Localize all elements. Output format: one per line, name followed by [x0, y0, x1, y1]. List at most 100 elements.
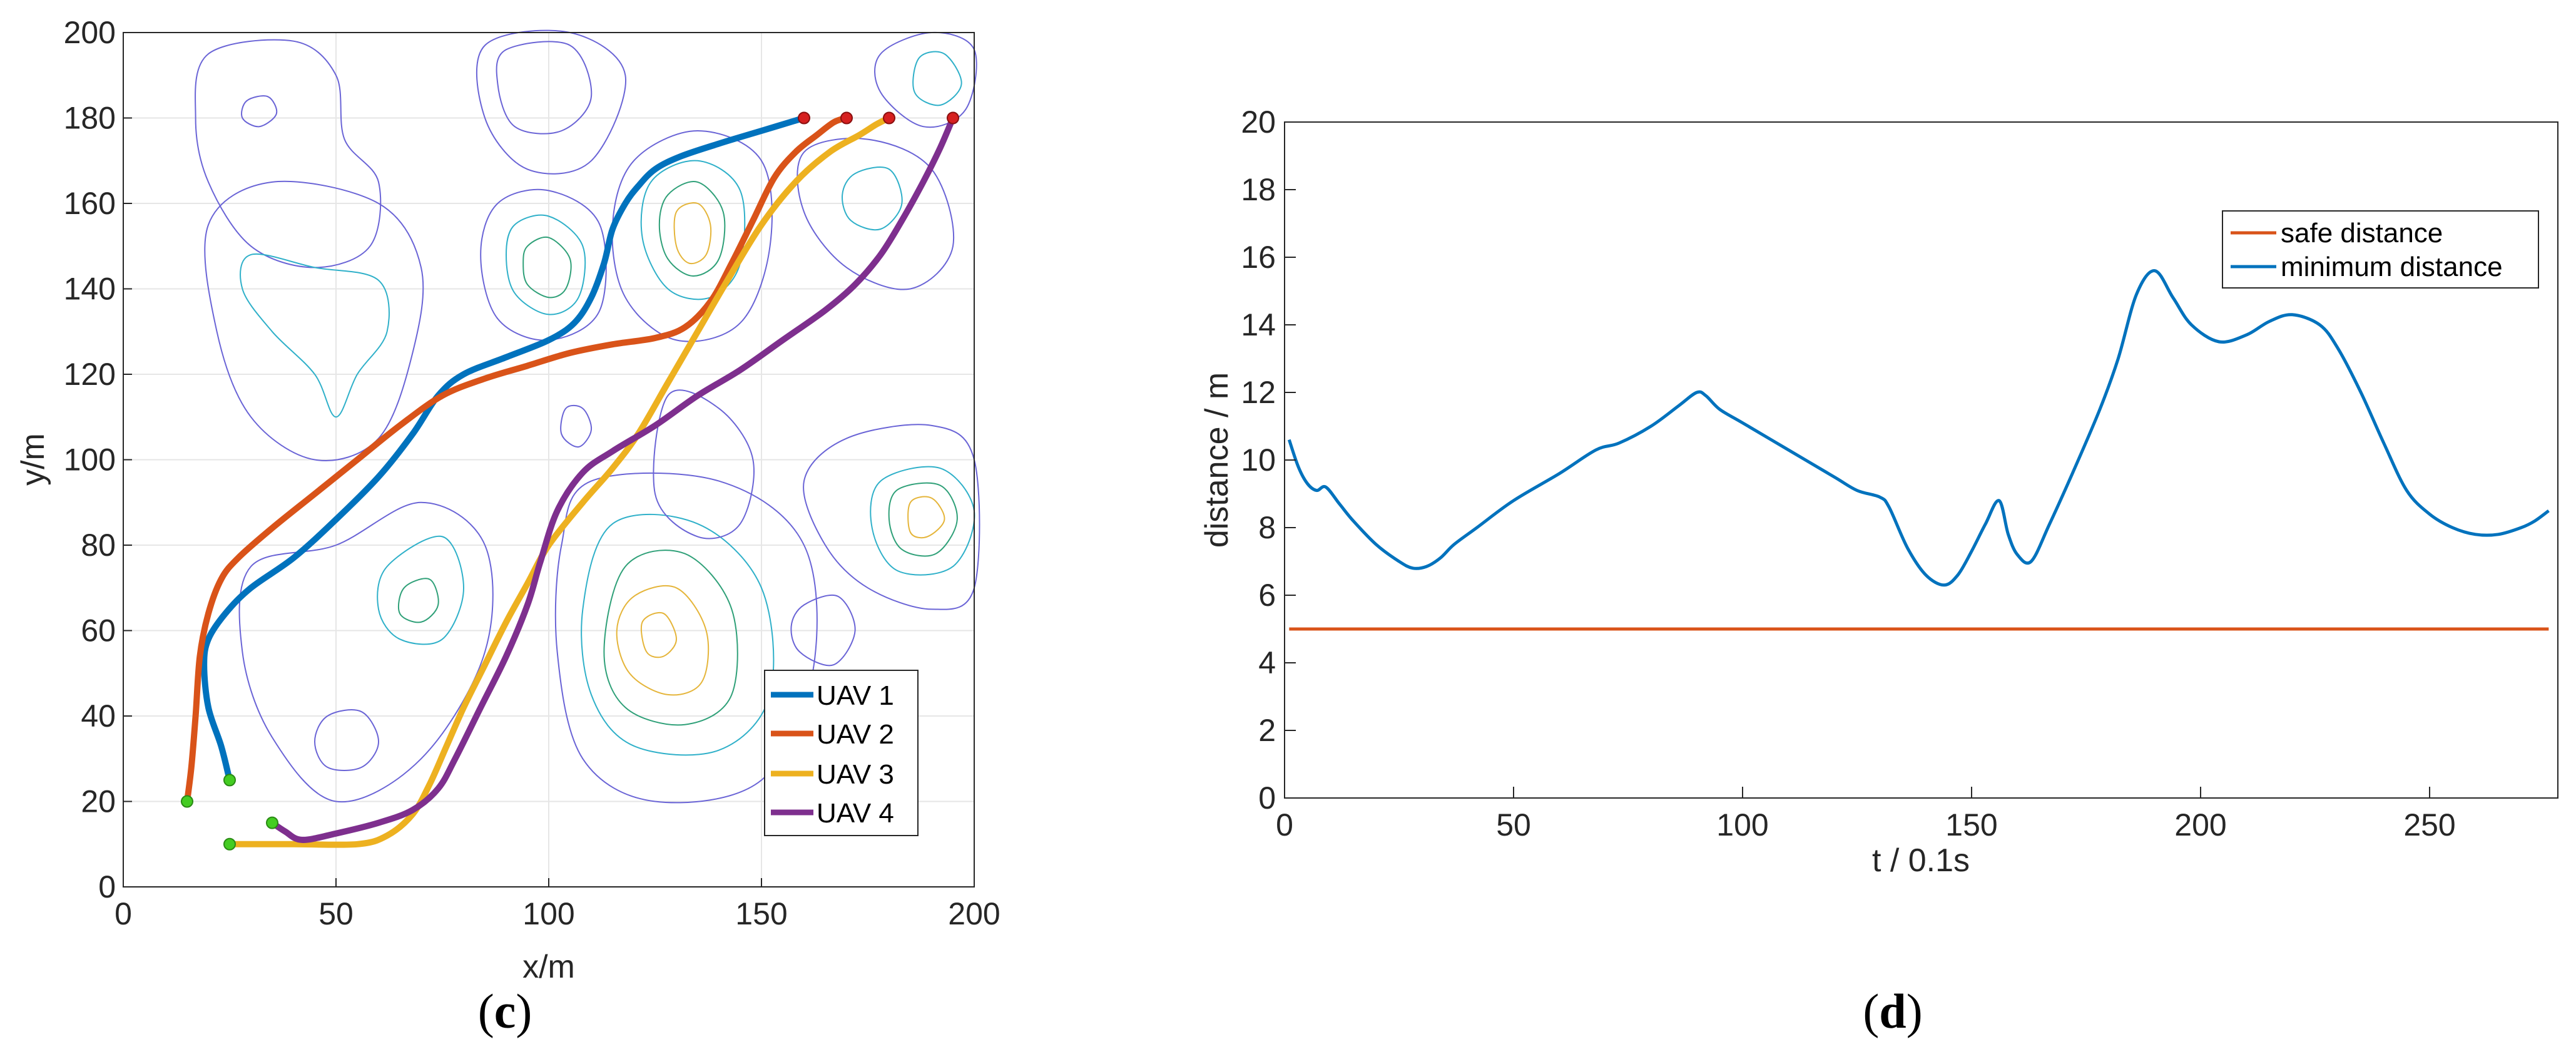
line-minimum-distance [1287, 269, 2550, 587]
legend-label-minimum-distance: minimum distance [2281, 252, 2503, 282]
obstacle-contour-9 [611, 130, 773, 342]
obstacle-contour-33 [241, 95, 278, 128]
end-marker-uav-2 [840, 111, 853, 125]
distance-y-tick-label: 0 [1258, 780, 1276, 816]
start-marker-uav-2 [181, 795, 193, 808]
panel-label-c-letter: c [494, 984, 516, 1038]
distance-x-tick-label: 200 [2174, 807, 2226, 842]
obstacle-contour-17 [803, 424, 980, 610]
obstacle-contour-31 [560, 404, 593, 448]
legend-label-uav-1: UAV 1 [817, 680, 894, 711]
obstacle-contour-1 [195, 39, 382, 269]
distance-y-tick-label: 10 [1241, 442, 1276, 478]
distance-x-axis-label: t / 0.1s [1872, 842, 1970, 879]
obstacle-contour-27 [377, 535, 465, 645]
obstacle-contour-29 [313, 709, 380, 771]
trajectory-x-tick-label: 50 [318, 896, 354, 931]
obstacle-contour-5 [240, 253, 390, 418]
distance-y-tick-label: 12 [1241, 375, 1276, 410]
trajectory-y-tick-label: 200 [64, 15, 116, 50]
trajectory-x-axis-label: x/m [522, 949, 575, 985]
distance-x-tick-label: 250 [2403, 807, 2455, 842]
trajectory-x-tick-label: 200 [948, 896, 1000, 931]
distance-y-tick-label: 2 [1258, 713, 1276, 748]
distance-y-tick-label: 6 [1258, 578, 1276, 613]
panel-label-d-open: ( [1863, 984, 1879, 1038]
trajectory-y-tick-label: 100 [64, 442, 116, 478]
trajectory-x-tick-label: 100 [522, 896, 574, 931]
path-uav-3 [227, 115, 892, 848]
panel-label-c-open: ( [478, 984, 494, 1038]
trajectory-y-axis-label: y/m [15, 433, 51, 486]
obstacle-contour-30 [653, 389, 755, 540]
distance-chart: 0 50 100 150 200 250 0 2 4 6 8 10 12 14 16 18 20 t / 0.1… [1199, 105, 2558, 1038]
distance-legend: safe distance minimum distance [2222, 210, 2539, 289]
distance-y-tick-label: 4 [1258, 645, 1276, 680]
end-marker-uav-1 [798, 111, 810, 125]
obstacle-contour-24 [616, 585, 710, 696]
legend-label-safe-distance: safe distance [2281, 218, 2443, 248]
distance-y-tick-label: 8 [1258, 510, 1276, 545]
obstacle-contour-11 [658, 180, 726, 277]
uav-paths [184, 115, 956, 848]
distance-y-tick-label: 20 [1241, 105, 1276, 140]
trajectory-y-tick-label: 80 [81, 528, 116, 563]
obstacle-contour-23 [603, 550, 738, 726]
trajectory-x-tick-label: 0 [115, 896, 132, 931]
panel-label-c: (c) [478, 984, 532, 1038]
obstacle-contour-12 [673, 202, 712, 265]
trajectory-y-tick-label: 0 [98, 869, 116, 904]
start-marker-uav-1 [223, 774, 236, 787]
panel-label-d-close: ) [1907, 984, 1923, 1038]
obstacle-contour-16 [912, 51, 962, 106]
trajectory-chart: 0 50 100 150 200020406080100120140160180200 … [15, 15, 1000, 1038]
obstacle-contour-4 [204, 180, 424, 461]
trajectory-y-tick-label: 20 [81, 784, 116, 819]
trajectory-y-tick-label: 60 [81, 613, 116, 648]
panel-label-d: (d) [1863, 984, 1922, 1038]
obstacle-contour-8 [522, 236, 572, 299]
legend-label-uav-2: UAV 2 [817, 719, 894, 750]
obstacle-contour-21 [554, 472, 818, 804]
end-marker-uav-4 [947, 111, 959, 125]
obstacle-contour-18 [870, 466, 975, 576]
distance-y-tick-label: 18 [1241, 172, 1276, 207]
obstacle-contour-6 [480, 188, 607, 341]
distance-x-tick-label: 0 [1276, 807, 1293, 842]
legend-label-uav-4: UAV 4 [817, 798, 894, 829]
obstacle-contour-14 [842, 166, 903, 231]
obstacle-contour-28 [398, 578, 439, 623]
trajectory-legend-box [764, 670, 919, 836]
obstacle-contour-20 [907, 496, 945, 539]
end-marker-uav-3 [883, 111, 895, 125]
distance-y-axis-label: distance / m [1199, 372, 1235, 548]
obstacle-contours [195, 29, 980, 804]
trajectory-ticks: 0 50 100 150 200 0 20 40 60 80 100 120 140 160 180 200 [64, 15, 1000, 931]
legend-label-uav-3: UAV 3 [817, 759, 894, 790]
obstacle-contour-22 [581, 513, 775, 756]
trajectory-y-tick-label: 40 [81, 698, 116, 734]
path-uav-1 [201, 115, 807, 784]
trajectory-x-tick-label: 150 [735, 896, 787, 931]
distance-y-tick-label: 14 [1241, 307, 1276, 342]
trajectory-legend: UAV 1 UAV 2 UAV 3 UAV 4 [764, 670, 919, 836]
distance-x-tick-label: 100 [1716, 807, 1768, 842]
distance-y-tick-label: 16 [1241, 240, 1276, 275]
trajectory-y-tick-label: 120 [64, 357, 116, 392]
path-uav-4 [269, 115, 956, 843]
distance-x-tick-label: 150 [1945, 807, 1997, 842]
trajectory-y-tick-label: 160 [64, 186, 116, 221]
obstacle-contour-32 [790, 595, 856, 667]
obstacle-contour-25 [640, 611, 678, 658]
obstacle-contour-10 [640, 160, 746, 300]
start-end-markers [181, 111, 959, 851]
trajectory-y-tick-label: 140 [64, 272, 116, 307]
obstacle-contour-13 [797, 138, 955, 290]
path-uav-2 [184, 115, 850, 805]
start-marker-uav-3 [223, 837, 236, 851]
distance-ticks: 0 50 100 150 200 250 0 2 4 6 8 10 12 14 16 18 20 [1241, 105, 2455, 842]
obstacle-contour-7 [505, 214, 586, 315]
distance-legend-box [2222, 210, 2539, 289]
obstacle-contour-26 [238, 501, 494, 803]
